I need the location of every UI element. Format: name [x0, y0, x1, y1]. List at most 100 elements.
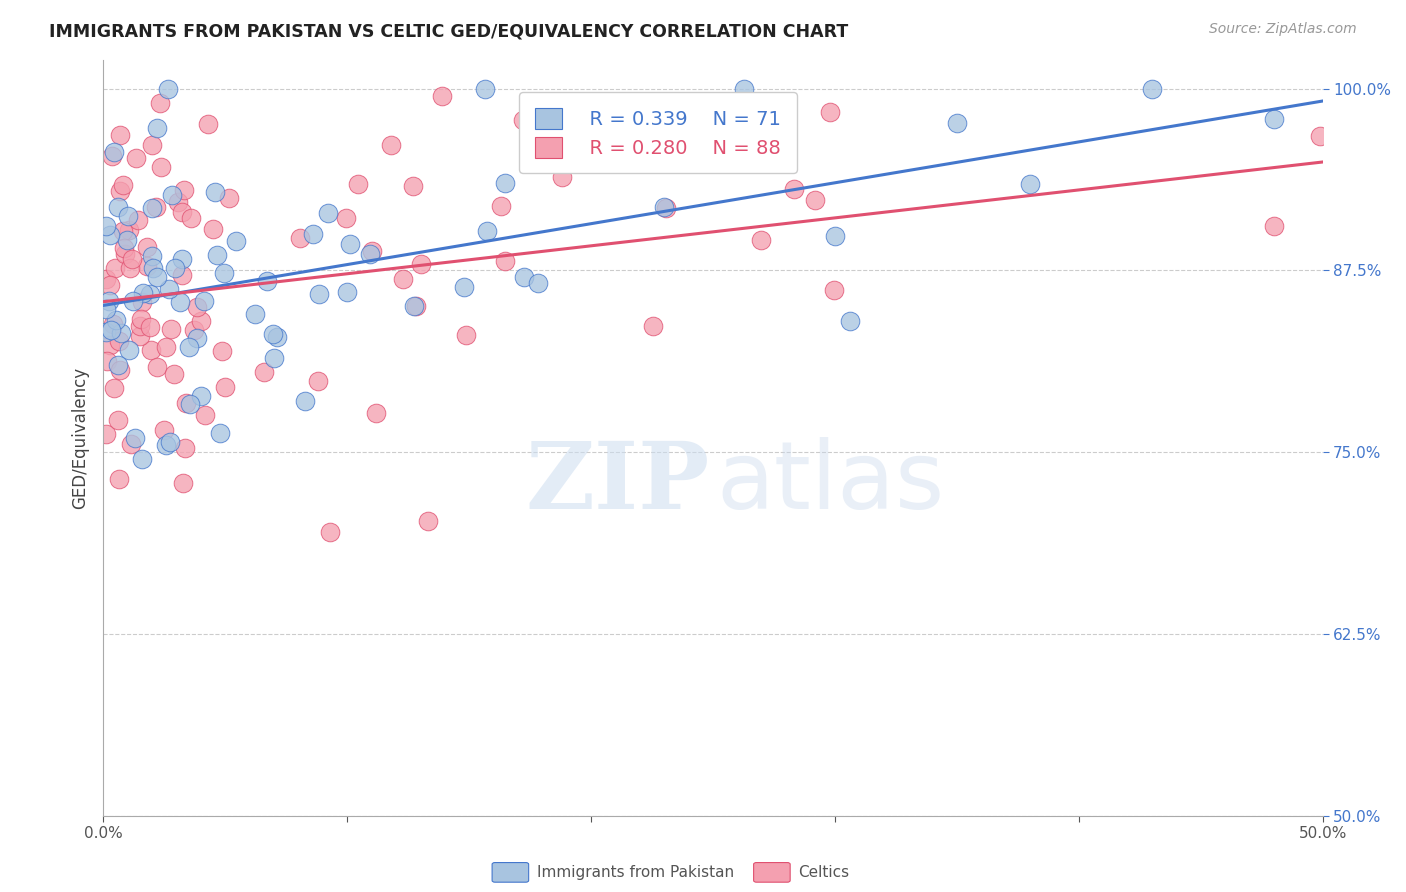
Point — [156, 81, 179, 95]
Point — [160, 322, 183, 336]
Point — [733, 81, 755, 95]
Point — [474, 81, 496, 95]
Point — [290, 231, 312, 245]
Point — [339, 236, 361, 251]
Point — [335, 211, 357, 226]
Point — [177, 340, 200, 354]
Point — [655, 201, 678, 215]
Point — [207, 248, 229, 262]
Point — [100, 277, 122, 292]
Point — [136, 240, 159, 254]
Point — [100, 323, 122, 337]
Point — [713, 123, 735, 137]
Point — [190, 389, 212, 403]
Point — [513, 270, 536, 285]
Point — [308, 286, 330, 301]
Point — [749, 233, 772, 247]
Point — [121, 293, 143, 308]
Y-axis label: GED/Equivalency: GED/Equivalency — [72, 367, 89, 508]
Point — [401, 178, 423, 193]
Point — [214, 380, 236, 394]
Point — [336, 285, 359, 300]
Point — [208, 425, 231, 440]
Text: Immigrants from Pakistan: Immigrants from Pakistan — [537, 865, 734, 880]
Point — [145, 201, 167, 215]
Text: ZIP: ZIP — [524, 438, 709, 528]
Point — [839, 314, 862, 328]
Point — [197, 117, 219, 131]
Point — [153, 423, 176, 437]
Point — [120, 261, 142, 276]
Point — [155, 341, 177, 355]
Point — [107, 358, 129, 372]
Point — [125, 151, 148, 165]
Point — [172, 475, 194, 490]
Point — [527, 276, 550, 290]
Point — [183, 322, 205, 336]
Point — [1263, 219, 1285, 233]
Point — [98, 337, 121, 351]
Point — [364, 406, 387, 420]
Point — [94, 302, 117, 317]
Point — [159, 434, 181, 449]
Point — [108, 363, 131, 377]
Point — [301, 227, 323, 241]
Point — [170, 268, 193, 283]
Point — [142, 260, 165, 275]
Point — [139, 319, 162, 334]
Point — [266, 330, 288, 344]
Point — [145, 121, 167, 136]
Point — [432, 88, 454, 103]
Point — [104, 313, 127, 327]
Point — [193, 293, 215, 308]
Point — [180, 211, 202, 225]
Point — [307, 374, 329, 388]
Point — [145, 360, 167, 375]
Point — [1019, 177, 1042, 191]
Point — [115, 233, 138, 247]
Point — [456, 327, 478, 342]
Point — [359, 246, 381, 260]
Point — [202, 222, 225, 236]
Point — [1263, 112, 1285, 126]
Point — [652, 200, 675, 214]
Point — [96, 219, 118, 233]
Point — [392, 272, 415, 286]
Point — [129, 319, 152, 334]
Point — [104, 260, 127, 275]
Point — [118, 343, 141, 357]
Point — [149, 160, 172, 174]
Point — [316, 205, 339, 219]
Point — [111, 178, 134, 192]
Point — [551, 170, 574, 185]
Point — [169, 295, 191, 310]
Text: Source: ZipAtlas.com: Source: ZipAtlas.com — [1209, 22, 1357, 37]
Point — [146, 270, 169, 285]
Point — [173, 183, 195, 197]
Point — [211, 344, 233, 359]
Point — [823, 283, 845, 297]
Point — [256, 273, 278, 287]
Point — [110, 326, 132, 340]
Point — [141, 201, 163, 215]
Point — [824, 228, 846, 243]
Point — [127, 212, 149, 227]
Point — [411, 257, 433, 271]
Point — [141, 249, 163, 263]
Point — [820, 105, 842, 120]
Point — [225, 234, 247, 248]
Point — [405, 299, 427, 313]
Point — [204, 186, 226, 200]
Point — [120, 437, 142, 451]
Point — [112, 241, 135, 255]
Point — [243, 308, 266, 322]
Point — [108, 334, 131, 348]
Point — [94, 325, 117, 339]
Point — [108, 128, 131, 143]
Legend:   R = 0.339    N = 71,   R = 0.280    N = 88: R = 0.339 N = 71, R = 0.280 N = 88 — [519, 92, 797, 173]
Point — [98, 227, 121, 242]
Point — [494, 176, 516, 190]
Point — [96, 354, 118, 368]
Point — [1309, 128, 1331, 143]
Point — [319, 524, 342, 539]
